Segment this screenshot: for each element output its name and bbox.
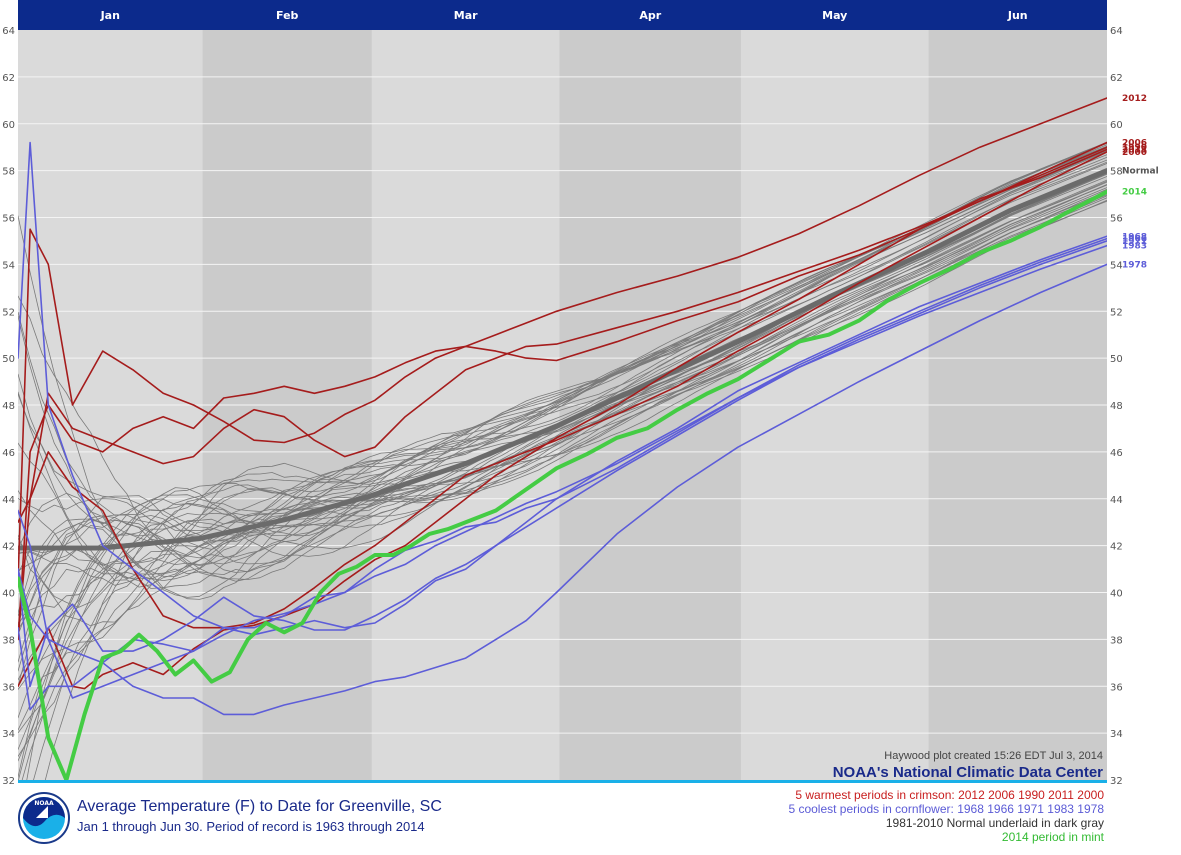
y-tick-left: 58 [2,167,15,178]
other-year-line [18,184,1107,780]
y-tick-right: 62 [1110,73,1123,84]
end-label-1971: 1971 [1122,237,1147,247]
month-label: Mar [454,9,478,22]
y-tick-left: 32 [2,776,15,786]
month-label: Feb [276,9,299,22]
other-year-line [18,184,1107,598]
legend-warm: 5 warmest periods in crimson: 2012 2006 … [795,788,1104,802]
cool-line-1968 [18,141,1107,636]
normal-line [18,168,1107,551]
end-label-2014: 2014 [1122,188,1147,198]
y-tick-right: 38 [1110,635,1123,646]
current-series [18,189,1107,780]
other-year-line [18,150,1107,672]
legend-current: 2014 period in mint [1001,830,1104,844]
chart-subtitle: Jan 1 through Jun 30. Period of record i… [77,819,425,834]
y-tick-right: 46 [1110,448,1123,459]
end-label-2012: 2012 [1122,94,1147,104]
month-label: Jun [1007,9,1028,22]
y-tick-right: 54 [1110,260,1123,271]
end-label-2011: 2011 [1122,146,1147,156]
warm-line-2006 [18,141,1107,582]
y-tick-right: 44 [1110,495,1123,506]
y-tick-right: 60 [1110,120,1123,131]
y-tick-left: 54 [2,260,15,271]
y-tick-left: 42 [2,542,15,553]
warm-line-2011 [18,148,1107,690]
y-tick-left: 64 [2,26,15,37]
y-tick-left: 36 [2,682,15,693]
plot-credit: Haywood plot created 15:26 EDT Jul 3, 20… [884,750,1103,762]
end-label-normal: Normal [1122,167,1159,177]
month-label: Apr [639,9,661,22]
other-year-line [18,200,1107,627]
other-year-line [18,154,1107,731]
y-tick-left: 46 [2,448,15,459]
y-tick-left: 48 [2,401,15,412]
other-year-line [18,145,1107,525]
normal-series [18,168,1107,551]
noaa-logo: NOAA [18,792,70,844]
y-tick-left: 56 [2,214,15,225]
cool-line-1978 [18,263,1107,716]
chart-title: Average Temperature (F) to Date for Gree… [77,798,442,815]
end-label-1966: 1966 [1122,235,1147,245]
y-tick-right: 48 [1110,401,1123,412]
end-label-1983: 1983 [1122,242,1147,252]
y-tick-left: 50 [2,354,15,365]
warm-line-2000 [18,151,1107,629]
y-tick-right: 32 [1110,776,1123,786]
other-year-line [18,148,1107,687]
other-year-line [18,190,1107,617]
end-label-1990: 1990 [1122,143,1147,153]
legend-cool: 5 coolest periods in cornflower: 1968 19… [788,802,1104,816]
y-tick-right: 64 [1110,26,1123,37]
end-label-1968: 1968 [1122,232,1147,242]
y-tick-right: 52 [1110,307,1123,318]
y-tick-left: 52 [2,307,15,318]
end-label-2006: 2006 [1122,139,1147,149]
y-tick-right: 34 [1110,729,1123,740]
legend-normal: 1981-2010 Normal underlaid in dark gray [885,816,1104,830]
other-year-line [18,188,1107,573]
y-tick-right: 56 [1110,214,1123,225]
y-tick-left: 44 [2,495,15,506]
agency-name: NOAA's National Climatic Data Center [833,764,1103,781]
other-year-line [18,141,1107,719]
y-tick-right: 40 [1110,589,1123,600]
y-axis-tick-labels: 32 32 34 34 36 36 38 38 40 40 42 42 44 44 46 46 48 48 50 50… [2,26,1122,786]
other-year-line [18,159,1107,690]
current-line [18,189,1107,780]
y-tick-right: 42 [1110,542,1123,553]
y-tick-left: 40 [2,589,15,600]
y-tick-right: 50 [1110,354,1123,365]
y-tick-left: 60 [2,120,15,131]
warm-line-1990 [18,146,1107,641]
logo-text: NOAA [34,800,54,807]
series-end-labels: 20122006199020112000Normal20141968196619… [1122,94,1159,270]
y-tick-left: 38 [2,635,15,646]
chart-footer: NOAA Average Temperature (F) to Date for… [0,786,1181,855]
other-year-line [18,141,1107,516]
warm-series [18,97,1107,690]
end-label-1978: 1978 [1122,260,1147,270]
y-tick-left: 62 [2,73,15,84]
warm-line-2012 [18,97,1107,641]
month-header-bar [18,0,1107,30]
other-year-line [18,176,1107,566]
month-label: Jan [100,9,120,22]
y-tick-right: 36 [1110,682,1123,693]
other-year-line [44,156,1107,780]
accent-line [18,780,1107,783]
legend: 5 warmest periods in crimson: 2012 2006 … [788,788,1104,844]
other-year-line [18,179,1107,625]
month-labels: Jan Feb Mar Apr May Jun [100,9,1028,22]
end-label-2000: 2000 [1122,148,1147,158]
title-block: Average Temperature (F) to Date for Gree… [77,798,442,834]
chart-svg: Jan Feb Mar Apr May Jun 32 32 34 34 36 36 38 38 40 40 4… [2,0,1159,786]
month-label: May [822,9,847,22]
y-tick-right: 58 [1110,167,1123,178]
y-tick-left: 34 [2,729,15,740]
other-year-line [18,180,1107,778]
